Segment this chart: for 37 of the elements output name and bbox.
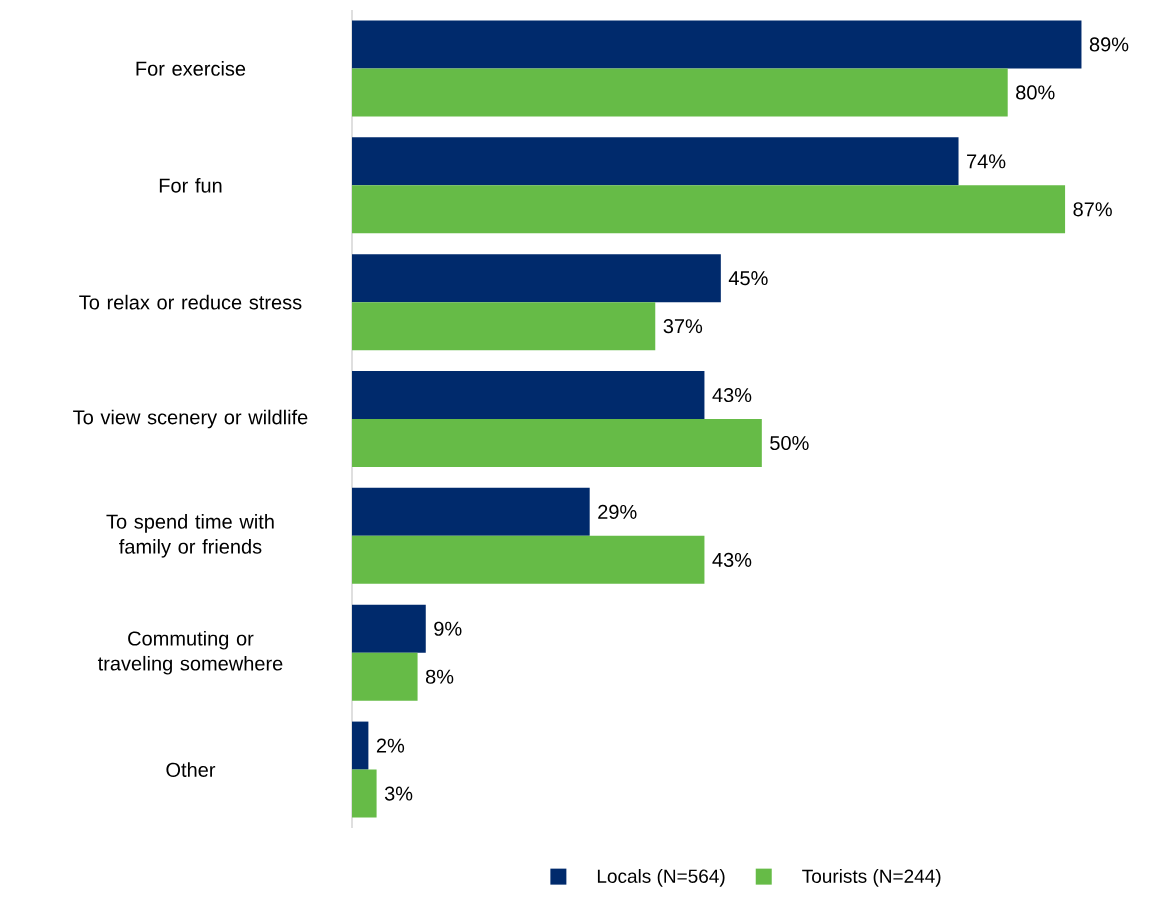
bar	[352, 769, 377, 818]
y-tick-label: To relax or reduce stress	[79, 294, 302, 310]
data-label: 2%	[376, 738, 405, 753]
bar	[352, 137, 959, 186]
data-label: 74%	[967, 154, 1006, 169]
bar	[352, 68, 1008, 117]
data-label: 80%	[1016, 85, 1055, 100]
y-tick-label: For fun	[159, 177, 222, 193]
bar	[352, 185, 1066, 234]
bar	[352, 419, 762, 468]
data-label: 50%	[770, 435, 809, 451]
data-label: 43%	[712, 387, 752, 403]
data-label: 29%	[598, 504, 637, 519]
data-label: 43%	[712, 552, 752, 567]
data-label: 3%	[384, 786, 413, 801]
bar	[352, 371, 705, 420]
bar	[352, 604, 426, 653]
bar	[352, 535, 705, 584]
bar	[352, 254, 721, 303]
data-label: 45%	[728, 271, 768, 286]
y-tick-label: Commuting or traveling somewhere	[97, 630, 283, 675]
legend-label: Tourists (N=244)	[802, 869, 941, 887]
y-tick-label: To spend time with family or friends	[106, 514, 274, 558]
data-label: 87%	[1073, 202, 1112, 217]
bar	[352, 302, 656, 351]
data-label: 8%	[425, 669, 454, 684]
legend-label: Locals (N=564)	[597, 869, 725, 887]
data-label: 9%	[434, 621, 462, 636]
bar	[352, 721, 369, 770]
bar	[352, 487, 590, 536]
y-tick-label: Other	[166, 762, 216, 777]
bar	[352, 20, 1082, 69]
y-tick-label: For exercise	[136, 61, 246, 76]
data-label: 37%	[663, 319, 703, 334]
y-tick-label: To view scenery or wildlife	[73, 409, 308, 429]
data-label: 89%	[1089, 37, 1129, 52]
bar	[352, 652, 418, 701]
